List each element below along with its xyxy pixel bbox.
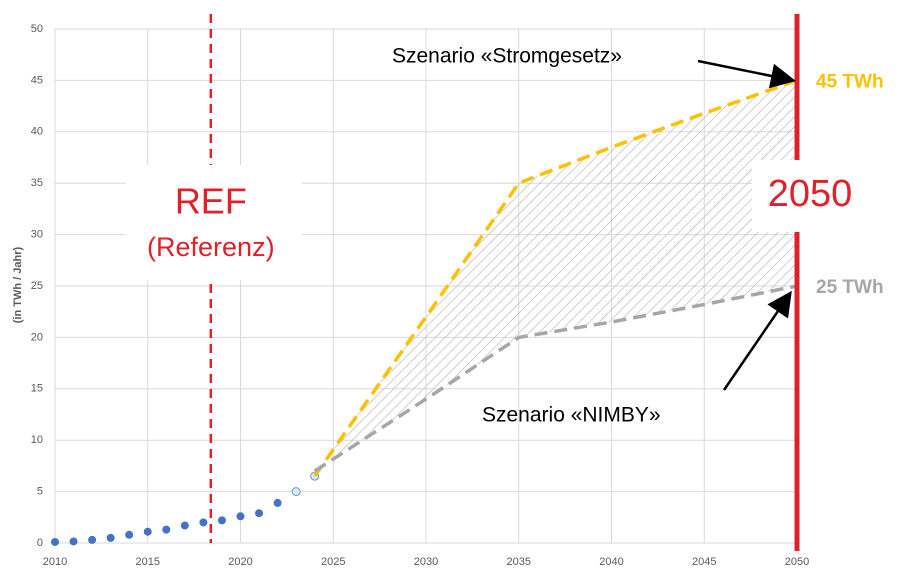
x-tick-label: 2020	[228, 556, 252, 568]
y-tick-label: 45	[31, 74, 43, 86]
y-tick-label: 30	[31, 229, 43, 241]
value-label: 25 TWh	[816, 277, 884, 298]
target-label-box	[752, 160, 842, 232]
x-tick-label: 2030	[414, 556, 438, 568]
y-tick-label: 35	[31, 177, 43, 189]
scenario-range	[314, 80, 797, 477]
y-tick-label: 20	[31, 331, 43, 343]
x-tick-label: 2025	[321, 556, 345, 568]
x-tick-label: 2010	[43, 556, 67, 568]
data-point	[106, 533, 115, 542]
y-tick-label: 0	[37, 537, 43, 549]
ref-sublabel: (Referenz)	[147, 232, 275, 262]
data-point	[51, 537, 59, 546]
y-tick-label: 5	[37, 486, 43, 498]
ref-label-box	[126, 165, 302, 280]
y-tick-label: 40	[31, 126, 43, 138]
data-point	[69, 537, 78, 546]
data-point	[162, 525, 171, 534]
x-tick-label: 2050	[785, 556, 809, 568]
data-point	[236, 512, 245, 521]
x-tick-label: 2045	[692, 556, 716, 568]
value-label: 45 TWh	[816, 71, 884, 92]
scenario-annotation: Szenario «NIMBY»	[482, 404, 661, 427]
scenario-line	[313, 284, 798, 473]
x-tick-label: 2040	[599, 556, 623, 568]
scenario-annotation: Szenario «Stromgesetz»	[392, 45, 622, 68]
target-label: 2050	[768, 173, 853, 215]
data-point	[255, 509, 264, 518]
scenario-line	[313, 78, 798, 478]
y-tick-label: 15	[31, 383, 43, 395]
y-axis-label: (in TWh / Jahr)	[12, 246, 24, 323]
y-tick-label: 50	[31, 23, 43, 35]
annotation-arrow	[697, 59, 796, 89]
x-tick-label: 2035	[507, 556, 531, 568]
annotation-arrow	[722, 290, 792, 391]
x-tick-label: 2015	[136, 556, 160, 568]
data-point	[199, 518, 208, 527]
data-point	[273, 498, 282, 507]
y-tick-label: 25	[31, 280, 43, 292]
ref-label: REF	[175, 181, 247, 222]
data-point	[291, 487, 301, 497]
y-tick-label: 10	[31, 434, 43, 446]
data-point	[217, 516, 226, 525]
data-point	[88, 535, 97, 544]
data-point	[180, 521, 189, 530]
data-point	[143, 527, 152, 536]
data-point	[125, 530, 134, 539]
